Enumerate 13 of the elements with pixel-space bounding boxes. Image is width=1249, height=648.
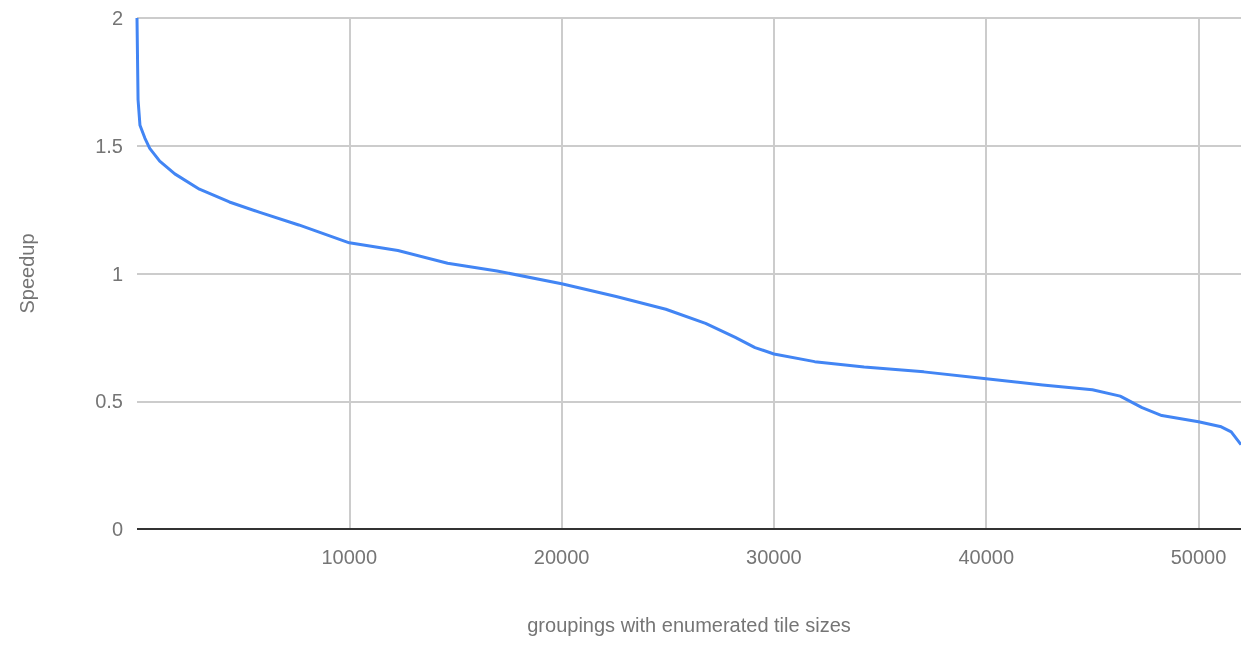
line-series [135,16,1241,447]
x-tick-label: 40000 [958,546,1015,568]
y-axis-title: Speedup [16,233,38,314]
y-tick-label: 1 [111,262,123,285]
x-tick-label: 10000 [321,546,378,568]
y-tick-label: 0.5 [95,390,123,413]
y-tick-label: 0 [111,518,123,540]
x-tick-label: 50000 [1170,546,1227,568]
x-tick-label: 30000 [746,546,802,568]
x-tick-label: 20000 [533,546,590,568]
x-axis-title: groupings with enumerated tile sizes [527,614,851,636]
y-tick-label: 1.5 [95,134,123,157]
y-tick-label: 2 [111,7,123,29]
